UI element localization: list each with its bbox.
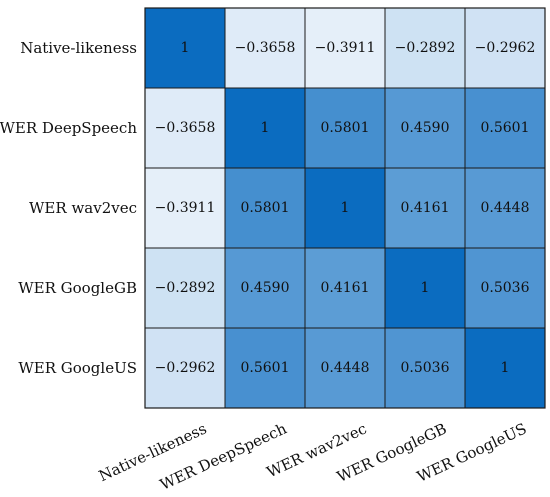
cell-value-label: −0.3911 (315, 40, 376, 56)
heatmap-cell (304, 87, 386, 169)
row-label: Native-likeness (20, 39, 137, 57)
heatmap-cell (144, 327, 226, 409)
cell-value-label: 0.5801 (321, 120, 370, 136)
cell-value-label: 0.5601 (481, 120, 530, 136)
heatmap-cell (304, 247, 386, 329)
heatmap-cell (384, 247, 466, 329)
cell-value-label: 1 (181, 40, 190, 56)
cell-value-label: 0.4161 (401, 200, 450, 216)
heatmap-cell (384, 7, 466, 89)
cell-value-label: 0.4590 (241, 280, 290, 296)
heatmap-cell (224, 7, 306, 89)
cell-value-label: 1 (421, 280, 430, 296)
heatmap-cell (384, 167, 466, 249)
row-label: WER GoogleUS (18, 359, 137, 377)
cell-value-label: −0.2962 (155, 360, 216, 376)
cell-value-label: −0.2892 (395, 40, 456, 56)
heatmap-cell (224, 327, 306, 409)
cell-value-label: −0.3911 (155, 200, 216, 216)
cell-value-label: −0.2892 (155, 280, 216, 296)
cell-value-label: −0.3658 (235, 40, 296, 56)
cell-value-label: 0.4590 (401, 120, 450, 136)
cell-value-label: 0.5801 (241, 200, 290, 216)
cell-value-label: 0.4448 (321, 360, 370, 376)
cell-value-label: 0.5036 (481, 280, 530, 296)
cell-value-label: 0.4448 (481, 200, 530, 216)
cell-value-label: 0.5036 (401, 360, 450, 376)
heatmap-cell-labels: 1 −0.3658 −0.3911 −0.2892 −0.2962 −0.3658 1 0.5… (155, 40, 536, 376)
heatmap-cell (224, 247, 306, 329)
heatmap-cell (304, 327, 386, 409)
heatmap-cell (304, 167, 386, 249)
cell-value-label: 1 (341, 200, 350, 216)
heatmap-cell (464, 247, 546, 329)
row-label: WER DeepSpeech (0, 119, 137, 137)
heatmap-cell (464, 7, 546, 89)
row-label: WER GoogleGB (18, 279, 137, 297)
heatmap-border (144, 7, 546, 409)
heatmap-cell (224, 167, 306, 249)
heatmap-cell (144, 7, 226, 89)
cell-value-label: 1 (261, 120, 270, 136)
cell-value-label: 0.5601 (241, 360, 290, 376)
cell-value-label: 1 (501, 360, 510, 376)
cell-value-label: −0.3658 (155, 120, 216, 136)
heatmap-cells (144, 7, 546, 409)
cell-value-label: −0.2962 (475, 40, 536, 56)
heatmap-cell (464, 87, 546, 169)
heatmap-cell (144, 87, 226, 169)
heatmap-cell (464, 327, 546, 409)
row-label: WER wav2vec (29, 199, 137, 217)
cell-value-label: 0.4161 (321, 280, 370, 296)
row-labels: Native-likeness WER DeepSpeech WER wav2vec… (0, 39, 137, 377)
